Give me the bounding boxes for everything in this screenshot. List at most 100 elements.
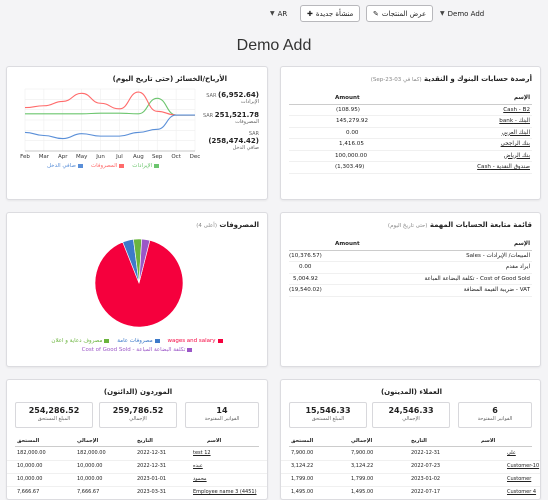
bank-balances-subtitle: (كما في 03-Sep-23)	[370, 77, 422, 83]
watchlist-title-text: قائمة متابعة الحسابات المهمة	[429, 221, 532, 229]
cell-date: 2022-07-23	[411, 463, 441, 469]
legend-general[interactable]: مصروفات عامة	[117, 338, 160, 344]
stat-value: 254,286.52	[28, 406, 80, 415]
account-link[interactable]: البنك - bank	[499, 118, 530, 124]
top-bar: ▼ AR ✚ منشأة جديدة ✎ عرض المنتجات ▼ Demo…	[0, 0, 548, 28]
stat-value: 24,546.33	[388, 406, 434, 415]
new-company-button[interactable]: ✚ منشأة جديدة	[300, 5, 361, 22]
col-header-total: الإجمالي	[77, 438, 99, 444]
expenses-legend: wages and salary مصروفات عامة مصروف دعاي…	[37, 337, 237, 355]
legend-revenue[interactable]: الإيرادات	[132, 163, 160, 169]
col-name-header: الإسم	[514, 241, 530, 247]
legend-label: المصروفات	[90, 163, 118, 169]
profit-loss-chart: Feb Mar Apr May Jun Jul Aug Sep Oct Dec	[20, 88, 200, 160]
legend-label: wages and salary	[167, 338, 216, 344]
account-name: ايراد مقدم	[505, 264, 530, 270]
col-header-date: التاريخ	[411, 438, 427, 444]
col-amount-header: Amount	[335, 95, 360, 101]
stat-label: الإجمالي	[402, 416, 420, 422]
stat-currency: SAR	[248, 131, 259, 137]
cell-date: 2023-03-31	[137, 489, 167, 495]
table-header: الإسم Amount	[289, 93, 532, 105]
stat-label: المبلغ المستحق	[311, 416, 345, 422]
legend-cogs[interactable]: تكلفة البضاعة المباعة - Cost of Good Sol…	[82, 347, 193, 353]
cell-date: 2023-01-01	[137, 476, 167, 482]
table-row	[7, 462, 267, 474]
cell-due: 3,124.22	[291, 463, 314, 469]
amount-cell: 0.00	[299, 264, 312, 270]
stat-label: الفواتير المفتوحة	[204, 416, 240, 422]
cell-due: 7,666.67	[17, 489, 40, 495]
stat-currency: SAR	[206, 93, 217, 99]
party-link[interactable]: Customer-10	[507, 463, 540, 469]
col-header-name: الاسم	[481, 438, 496, 444]
expenses-card: المصروفات (أعلى 4) wages and salary مصرو…	[6, 212, 268, 367]
legend-label: صافي الدخل	[47, 163, 76, 169]
legend-advertising[interactable]: مصروف دعاية و اعلان	[51, 338, 110, 344]
amount-cell: 0.00	[346, 129, 359, 136]
table-row	[7, 475, 267, 487]
party-link[interactable]: علي	[507, 450, 516, 456]
account-link[interactable]: بنك الراجحي	[500, 141, 530, 147]
legend-swatch	[154, 163, 160, 168]
legend-net-income[interactable]: صافي الدخل	[47, 163, 83, 169]
page-title: Demo Add	[236, 37, 312, 54]
expenses-subtitle: (أعلى 4)	[196, 223, 217, 229]
stat-value: 6	[492, 406, 498, 415]
party-link[interactable]: عبده	[193, 463, 203, 469]
party-link[interactable]: test 12	[193, 450, 211, 456]
chevron-down-icon: ▼	[270, 10, 275, 17]
profit-loss-title: الأرباح/الخسائر (حتى تاريخ اليوم)	[112, 75, 227, 83]
pie-slice-3[interactable]	[138, 238, 151, 284]
party-link[interactable]: Employee name 3 (4451)	[193, 489, 257, 495]
pie-slice-0[interactable]	[94, 240, 184, 328]
stat-value: 15,546.33	[305, 406, 351, 415]
bank-balances-table: الإسم Amount Cash - B2 (108.95) البنك - …	[289, 93, 532, 174]
col-header-name: الاسم	[207, 438, 222, 444]
legend-expenses[interactable]: المصروفات	[90, 163, 125, 169]
party-link[interactable]: Customer	[507, 476, 532, 482]
account-name: VAT - ضريبة القيمة المضافة	[463, 287, 530, 293]
party-link[interactable]: Customer 4	[507, 489, 537, 495]
x-tick-label: Feb	[20, 154, 30, 160]
x-tick-label: Jul	[115, 154, 123, 160]
account-link[interactable]: البنك العربي	[501, 129, 530, 136]
col-header-date: التاريخ	[137, 438, 153, 444]
show-products-button[interactable]: ✎ عرض المنتجات	[366, 5, 434, 22]
amount-cell: 1,416.05	[339, 141, 364, 147]
stat-label: المبلغ المستحق	[37, 416, 71, 422]
amount-cell: (1,303.49)	[335, 164, 365, 170]
account-link[interactable]: صندوق النقدية - Cash	[477, 164, 530, 170]
table-header: الإسم Amount	[289, 239, 532, 251]
stat-label: المصروفات	[235, 119, 259, 125]
customers-title: العملاء (المدينون)	[380, 388, 442, 396]
expenses-stat: SAR 251,521.78 المصروفات	[199, 111, 259, 131]
cell-due: 1,799.00	[291, 476, 314, 482]
table-row: Cost of Good Sold - تكلفة البضاعة المباع…	[289, 274, 532, 285]
col-header-due: المستحق	[291, 438, 314, 444]
amount-cell: (19,540.02)	[289, 287, 322, 293]
company-selector[interactable]: ▼ Demo Add	[440, 5, 484, 22]
table-row: ايراد مقدم 0.00	[289, 262, 532, 274]
expenses-pie-chart	[94, 238, 184, 328]
x-tick-label: Aug	[133, 154, 144, 160]
amount-cell: 100,000.00	[335, 152, 368, 159]
open-invoices-stat: 6 الفواتير المفتوحة	[458, 402, 532, 428]
account-link[interactable]: بنك الرياض	[503, 152, 530, 159]
account-name: المبيعات/ الإيرادات - Sales	[466, 252, 530, 259]
account-link[interactable]: Cash - B2	[503, 106, 530, 113]
cell-due: 10,000.00	[17, 463, 43, 469]
total-stat: 259,786.52 الإجمالي	[99, 402, 177, 428]
legend-wages[interactable]: wages and salary	[167, 338, 223, 344]
table-row	[7, 449, 267, 461]
bank-balances-title: أرصدة حسابات البنوك و النقدية (كما في 03…	[371, 75, 532, 83]
stat-label: الإيرادات	[240, 99, 259, 105]
due-stat: 254,286.52 المبلغ المستحق	[15, 402, 93, 428]
cell-total: 10,000.00	[77, 463, 103, 469]
legend-label: الإيرادات	[132, 163, 153, 169]
language-label: AR	[277, 9, 288, 18]
legend-label: تكلفة البضاعة المباعة - Cost of Good Sol…	[81, 347, 186, 353]
stat-currency: SAR	[202, 113, 214, 119]
party-link[interactable]: محمود	[193, 476, 207, 482]
language-selector[interactable]: ▼ AR	[270, 5, 287, 22]
